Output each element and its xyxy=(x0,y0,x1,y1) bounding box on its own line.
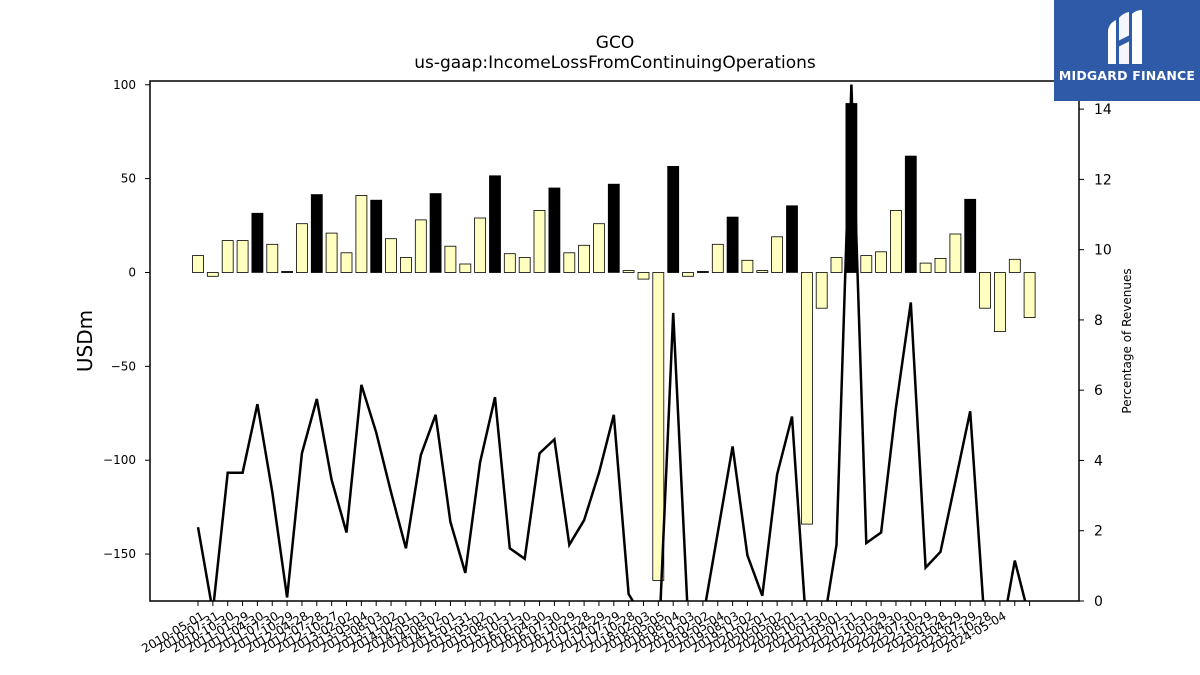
bar xyxy=(236,240,249,273)
bar xyxy=(771,236,783,273)
bar xyxy=(667,165,680,273)
bar xyxy=(206,272,219,277)
bar xyxy=(310,194,323,273)
bar xyxy=(711,243,724,273)
y-tick-label: −150 xyxy=(103,547,136,561)
bar xyxy=(904,155,917,273)
chart-subtitle: us-gaap:IncomeLossFromContinuingOperatio… xyxy=(414,53,816,73)
bar xyxy=(786,205,798,273)
bar xyxy=(325,232,338,273)
y-tick-label: 0 xyxy=(128,265,136,279)
y2-axis: 0 2 4 6 8 10 12 14 xyxy=(1079,102,1112,610)
y2-tick-label: 12 xyxy=(1094,172,1112,188)
bar xyxy=(578,244,590,273)
y2-tick-label: 4 xyxy=(1094,453,1103,469)
bar xyxy=(474,217,487,273)
bar xyxy=(652,272,665,581)
bar xyxy=(192,255,204,273)
y2-tick-label: 10 xyxy=(1094,243,1112,259)
bar xyxy=(281,271,294,273)
bar xyxy=(934,257,947,273)
bar xyxy=(266,243,279,273)
midgard-logo-icon xyxy=(1108,10,1142,64)
y-tick-label: 50 xyxy=(121,172,136,186)
bar xyxy=(1023,272,1036,318)
bar xyxy=(370,199,383,273)
y-tick-label: −100 xyxy=(103,453,136,467)
bar xyxy=(890,210,902,273)
bar xyxy=(964,198,977,273)
bar xyxy=(607,183,620,273)
bars-group xyxy=(192,103,1036,581)
logo-text: MIDGARD FINANCE xyxy=(1058,68,1196,83)
y2-tick-label: 14 xyxy=(1094,102,1112,118)
plot-frame xyxy=(149,80,1080,602)
bar xyxy=(741,259,754,273)
bar xyxy=(593,223,605,273)
bar xyxy=(399,257,412,273)
bar xyxy=(919,262,932,273)
bar xyxy=(385,238,397,273)
x-axis: 2010-05-012010-07-312010-10-302011-01-29… xyxy=(139,601,1031,656)
bar xyxy=(637,272,650,280)
brand-logo: MIDGARD FINANCE xyxy=(1054,0,1200,101)
bar xyxy=(295,223,308,273)
y-tick-label: −50 xyxy=(111,359,136,373)
bar xyxy=(563,252,576,273)
y-axis: 100 50 0 −50 −100 −150 xyxy=(103,78,150,561)
y-axis-label: USDm xyxy=(73,310,97,372)
bar xyxy=(518,257,531,273)
bar xyxy=(251,212,264,273)
bar xyxy=(221,240,234,273)
y2-axis-label: Percentage of Revenues xyxy=(1120,268,1134,413)
series-line xyxy=(196,84,1027,601)
bar xyxy=(340,252,353,273)
y2-tick-label: 2 xyxy=(1094,524,1103,540)
y2-tick-label: 8 xyxy=(1094,313,1103,329)
bar xyxy=(830,257,843,273)
bar xyxy=(860,255,873,273)
bar xyxy=(949,233,962,273)
bar xyxy=(429,193,442,273)
bar xyxy=(994,272,1006,332)
bar xyxy=(533,210,546,273)
bar xyxy=(801,272,813,525)
line-group xyxy=(196,84,1027,601)
bar xyxy=(459,263,472,273)
bar xyxy=(1008,258,1021,273)
y2-tick-label: 0 xyxy=(1094,594,1103,610)
y2-tick-label: 6 xyxy=(1094,383,1103,399)
bar xyxy=(697,271,709,273)
bar xyxy=(815,272,828,309)
bar xyxy=(682,272,694,277)
bar xyxy=(548,187,561,273)
bar xyxy=(979,272,991,309)
bar xyxy=(622,270,635,273)
bar xyxy=(489,175,501,273)
bar xyxy=(726,216,739,273)
bar xyxy=(355,195,368,273)
bar xyxy=(756,270,769,273)
bar xyxy=(503,253,516,273)
bar xyxy=(414,219,427,273)
bar xyxy=(875,251,887,273)
chart-title: GCO xyxy=(596,33,634,53)
bar xyxy=(444,245,457,273)
y-tick-label: 100 xyxy=(113,78,136,92)
